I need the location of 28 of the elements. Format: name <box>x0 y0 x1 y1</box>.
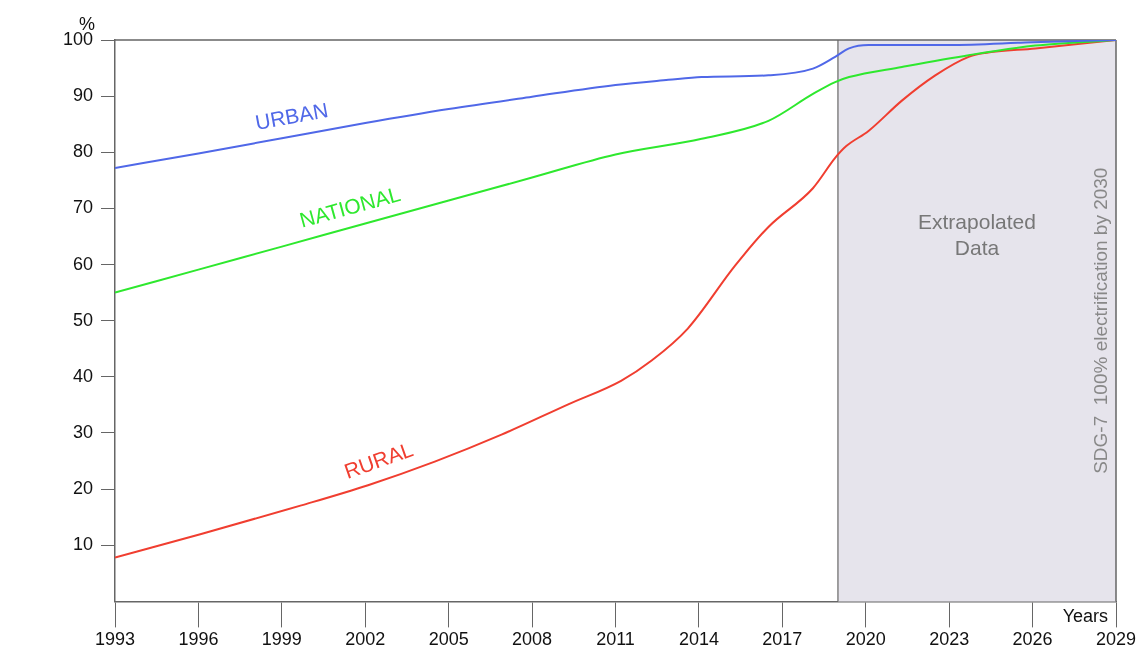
y-tick-label: 30 <box>72 421 93 442</box>
x-tick-label: 2026 <box>1012 629 1053 650</box>
x-tick-label: 2023 <box>929 629 970 650</box>
x-axis-title: Years <box>1062 606 1108 627</box>
y-tick-label: 40 <box>72 365 93 386</box>
line-series <box>115 40 1116 169</box>
text: RURAL <box>341 437 416 483</box>
y-tick-label: 60 <box>72 253 93 274</box>
x-tick-label: 1999 <box>261 629 302 650</box>
y-tick-label: 10 <box>72 534 93 555</box>
annotation: SDG-7 100% electrification by 2030 <box>1090 167 1112 474</box>
x-tick-label: 2002 <box>345 629 386 650</box>
x-tick-label: 2017 <box>762 629 803 650</box>
y-tick-label: 20 <box>72 478 93 499</box>
x-tick-label: 2020 <box>845 629 886 650</box>
x-tick-label: 2008 <box>512 629 553 650</box>
x-tick-label: 2029 <box>1095 629 1137 650</box>
y-tick-label: 80 <box>72 141 93 162</box>
x-tick-label: 2005 <box>428 629 469 650</box>
x-tick-label: 1996 <box>178 629 219 650</box>
y-tick-label: 90 <box>72 85 93 106</box>
x-tick-label: 1993 <box>94 629 136 650</box>
band-label: Extrapolated Data <box>918 210 1036 260</box>
y-tick-label: 70 <box>72 197 93 218</box>
x-tick-label: 2011 <box>596 629 635 650</box>
text: URBAN <box>253 98 330 134</box>
y-tick-label: 50 <box>72 309 93 330</box>
x-tick-label: 2014 <box>678 629 719 650</box>
